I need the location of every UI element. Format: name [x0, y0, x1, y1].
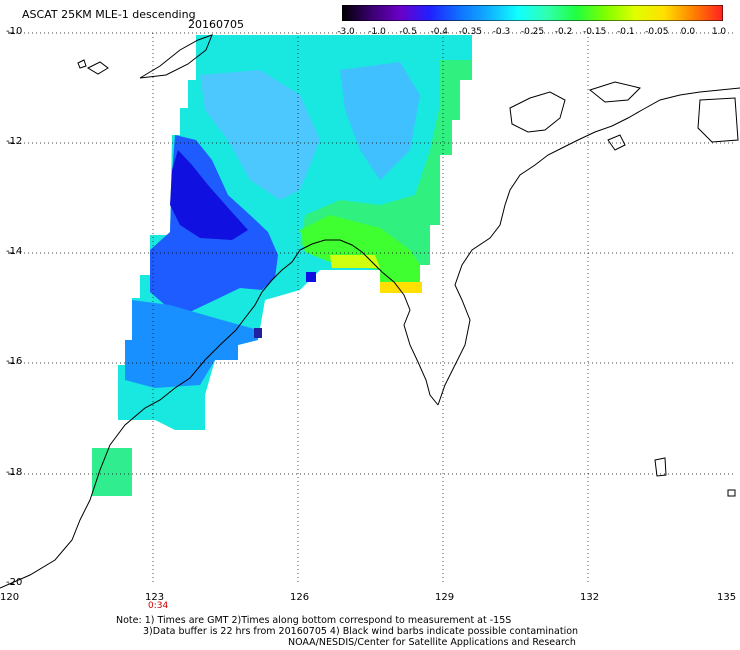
- lon-label-135: 135: [717, 592, 737, 603]
- swath-mid-blue-south: [125, 300, 258, 388]
- swath-yellow-patch: [380, 282, 422, 293]
- lat-label-10: -10: [6, 26, 23, 37]
- colorbar-label: 1.0: [711, 27, 727, 37]
- colorbar-label: -0.25: [520, 27, 545, 37]
- note-line-1: Note: 1) Times are GMT 2)Times along bot…: [116, 615, 512, 626]
- colorbar-label: 0.0: [680, 27, 696, 37]
- swath-deepblue-region: [170, 150, 248, 240]
- island-north-2: [697, 97, 739, 143]
- swath-bright-green: [300, 215, 420, 292]
- lat-label-18: -18: [6, 467, 23, 478]
- lon-label-126: 126: [290, 592, 310, 603]
- colorbar-label: -3.0: [337, 27, 355, 37]
- lon-label-132: 132: [580, 592, 600, 603]
- lon-label-129: 129: [435, 592, 455, 603]
- colorbar: [342, 5, 723, 21]
- coastline: [0, 34, 740, 589]
- small-island-3: [654, 457, 667, 477]
- product-title: ASCAT 25KM MLE-1 descending: [22, 8, 196, 21]
- colorbar-label: -0.05: [645, 27, 669, 37]
- colorbar-label: -0.5: [399, 27, 417, 37]
- swath-yellow-strip: [330, 255, 380, 268]
- lon-label-123: 123: [145, 592, 165, 603]
- kimberley-coast: [0, 239, 439, 589]
- wind-swath: [92, 35, 472, 496]
- swath-lightblue-patch: [200, 70, 320, 200]
- lat-label-14: -14: [6, 246, 23, 257]
- colorbar-label: -0.3: [492, 27, 511, 37]
- colorbar-label: -1.0: [368, 27, 386, 37]
- timor-coast: [139, 34, 213, 79]
- swath-lightblue-patch-2: [340, 62, 420, 180]
- small-island-2: [77, 59, 87, 69]
- product-date: 20160705: [188, 18, 244, 31]
- tick-marks: [8, 32, 14, 585]
- swath-isolated-cell: [92, 448, 132, 496]
- swath-dark-cell-2: [254, 328, 262, 338]
- lat-label-16: -16: [6, 356, 23, 367]
- colorbar-label: -0.1: [616, 27, 635, 37]
- pass-time-label: 0:34: [148, 601, 169, 611]
- graticule: [8, 32, 736, 584]
- lat-label-20: -20: [6, 577, 23, 588]
- lon-label-120: 120: [0, 592, 20, 603]
- lat-label-12: -12: [6, 136, 23, 147]
- island-north-1: [588, 81, 641, 103]
- northern-territory-coast: [437, 87, 740, 406]
- colorbar-label: -0.15: [583, 27, 607, 37]
- colorbar-label: -0.2: [554, 27, 573, 37]
- note-line-2: 3)Data buffer is 22 hrs from 20160705 4)…: [143, 626, 579, 637]
- note-line-3: NOAA/NESDIS/Center for Satellite Applica…: [288, 637, 576, 648]
- colorbar-label: -0.4: [430, 27, 449, 37]
- swath-dark-cell: [306, 272, 316, 282]
- darwin-coast: [509, 91, 566, 133]
- island-east-1: [607, 134, 626, 151]
- small-island-1: [86, 61, 109, 75]
- small-island-4: [727, 489, 736, 497]
- colorbar-gradient: [342, 5, 723, 21]
- colorbar-label: -0.35: [458, 27, 482, 37]
